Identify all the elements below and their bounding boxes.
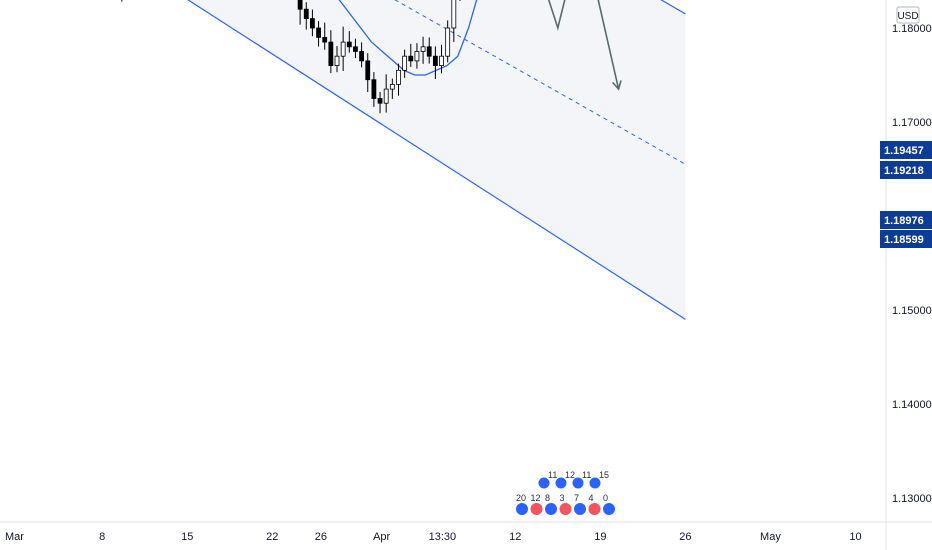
candle-body: [408, 55, 414, 62]
candle-body: [303, 8, 309, 19]
price-tick-label: 1.13000: [892, 493, 932, 505]
price-badge: [880, 161, 932, 179]
candle-body: [445, 27, 451, 57]
event-count: 4: [589, 493, 594, 503]
event-count: 11: [548, 470, 557, 480]
channel-lower-line: [187, 0, 686, 320]
event-flag-icon: [588, 476, 602, 490]
candle-body: [340, 41, 346, 57]
time-tick-label: Mar: [5, 531, 24, 543]
event-flag-icon: [587, 502, 602, 516]
candle-body: [396, 69, 401, 85]
price-badge: [880, 211, 932, 229]
event-markers[interactable]: 11 12 11 15 20 12 8 3 7 4 0: [515, 470, 616, 516]
event-flag-icon: [573, 502, 587, 516]
time-tick-label: May: [760, 531, 781, 543]
event-count: 12: [531, 493, 541, 503]
price-tick-label: 1.18000: [892, 23, 932, 35]
time-tick-label: 13:30: [429, 531, 457, 543]
time-tick-label: 12: [509, 531, 521, 543]
channel-middle-line: [394, 0, 686, 165]
time-tick-label: 10: [849, 531, 861, 543]
forecast-arrowhead: [612, 80, 622, 91]
candle-body: [371, 79, 377, 99]
event-flag-icon: [554, 476, 568, 490]
candle-body: [420, 46, 426, 52]
event-flag-icon: [537, 476, 551, 490]
candle-body: [414, 51, 420, 62]
event-count: 11: [582, 470, 591, 480]
candle-body: [451, 0, 457, 29]
currency-box[interactable]: [896, 6, 920, 24]
price-badge-label: 1.18976: [884, 215, 924, 227]
candle-body: [426, 46, 432, 57]
price-badge: [880, 230, 932, 248]
candle-body: [328, 41, 334, 66]
price-tick-label: 1.15000: [892, 305, 932, 317]
event-count: 12: [565, 470, 575, 480]
candle-body: [383, 88, 389, 104]
event-flag-icon: [529, 502, 544, 516]
time-tick-label: 19: [594, 531, 606, 543]
event-count: 3: [560, 493, 565, 503]
event-count: 7: [574, 493, 579, 503]
time-tick-label: 22: [266, 531, 278, 543]
channel-layer: [187, 0, 686, 320]
time-tick-label: 26: [315, 531, 327, 543]
candle-body: [297, 0, 303, 10]
candle-body: [439, 55, 444, 67]
candle-layer: [121, 0, 461, 114]
price-axis[interactable]: 1.130001.140001.150001.160001.170001.180…: [892, 0, 932, 505]
event-count: 0: [603, 493, 608, 503]
event-count: 8: [545, 493, 550, 503]
time-tick-label: 8: [99, 531, 105, 543]
price-badge-label: 1.19218: [884, 165, 924, 177]
candle-body: [359, 51, 364, 62]
price-badge-label: 1.18599: [884, 234, 924, 246]
event-count: 20: [516, 493, 526, 503]
candle-body: [402, 55, 408, 71]
price-tick-label: 1.14000: [892, 399, 932, 411]
candle-body: [377, 98, 383, 104]
price-tick-label: 1.17000: [892, 117, 932, 129]
price-badge-label: 1.19457: [884, 145, 924, 157]
time-tick-label: 15: [181, 531, 193, 543]
candle-body: [346, 41, 352, 48]
candle-body: [365, 60, 371, 81]
ma-layer: [338, 0, 478, 76]
event-flag-icon: [544, 502, 558, 516]
event-flag-icon: [602, 502, 616, 516]
forecast-layer: [547, 0, 622, 91]
candle-body: [389, 84, 395, 90]
candle-body: [322, 37, 328, 43]
event-flag-icon: [558, 502, 573, 516]
time-axis[interactable]: Mar 8 15 22 26 Apr 13:30 12 19 26 May 10: [5, 531, 862, 543]
event-flag-icon: [515, 502, 529, 516]
candle-body: [316, 27, 321, 38]
candle-body: [334, 55, 340, 67]
time-tick-label: 26: [679, 531, 691, 543]
price-badges: 1.19457 1.19218 1.18976 1.18599: [880, 141, 932, 248]
currency-label: USD: [897, 11, 918, 22]
candle-body: [432, 55, 438, 67]
candle-body: [310, 18, 315, 29]
moving-average-line: [338, 0, 478, 76]
time-tick-label: Apr: [373, 531, 390, 543]
candle-body: [353, 46, 358, 52]
price-badge: [880, 141, 932, 159]
event-count: 15: [599, 470, 609, 480]
event-flag-icon: [571, 476, 585, 490]
